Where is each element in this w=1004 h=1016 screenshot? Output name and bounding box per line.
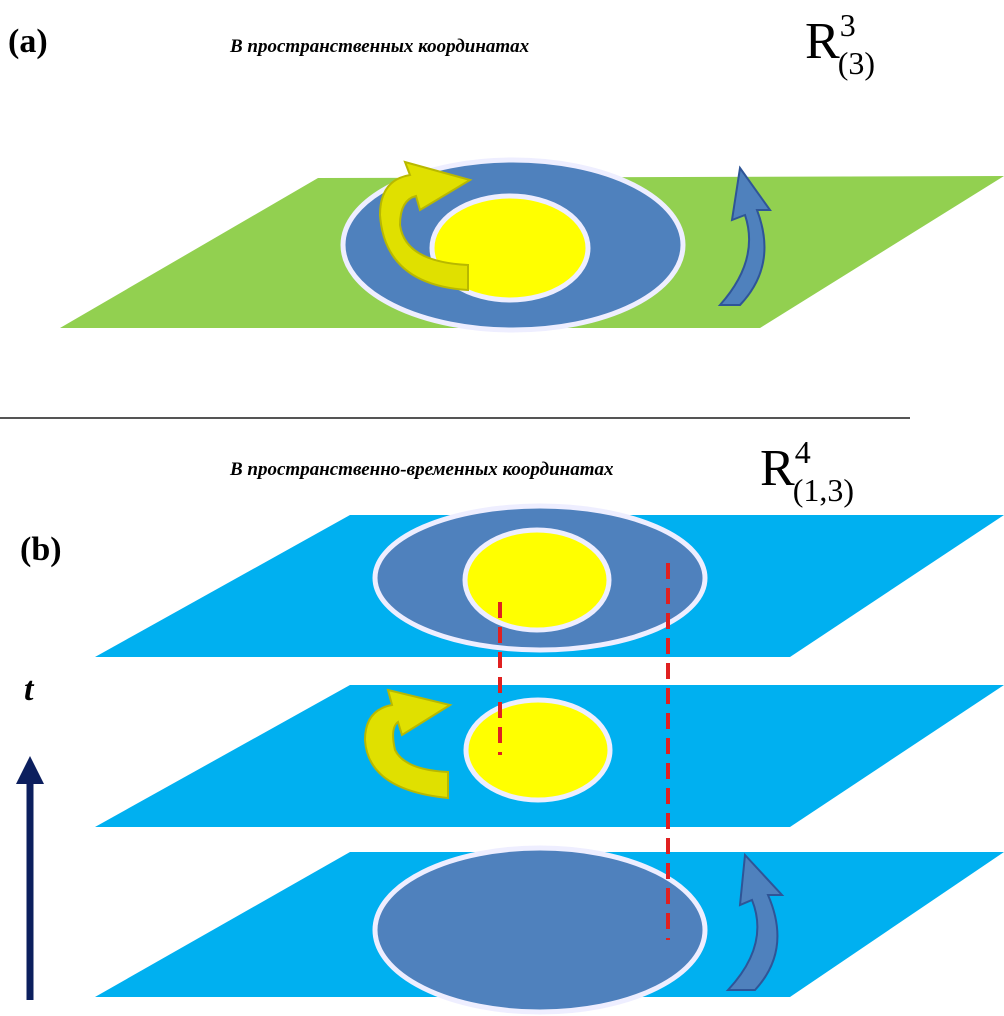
space-symbol: R4(1,3) xyxy=(760,434,854,508)
core xyxy=(465,530,609,630)
space-sub: (1,3) xyxy=(793,472,854,508)
caption: В пространственно-временных координатах xyxy=(229,459,614,480)
time-label: t xyxy=(24,671,35,708)
panel-label: (a) xyxy=(8,23,48,60)
diagram: (a) В пространственных координатах R3(3)… xyxy=(0,0,1004,1016)
space-symbol: R3(3) xyxy=(805,7,875,81)
space-base: R xyxy=(760,440,795,497)
caption: В пространственных координатах xyxy=(229,36,530,57)
panel-label: (b) xyxy=(20,531,62,568)
space-sup: 4 xyxy=(795,434,811,470)
space-sub: (3) xyxy=(838,45,875,81)
space-base: R xyxy=(805,13,840,70)
core xyxy=(466,700,610,800)
disk xyxy=(375,848,705,1012)
space-sup: 3 xyxy=(840,7,856,43)
